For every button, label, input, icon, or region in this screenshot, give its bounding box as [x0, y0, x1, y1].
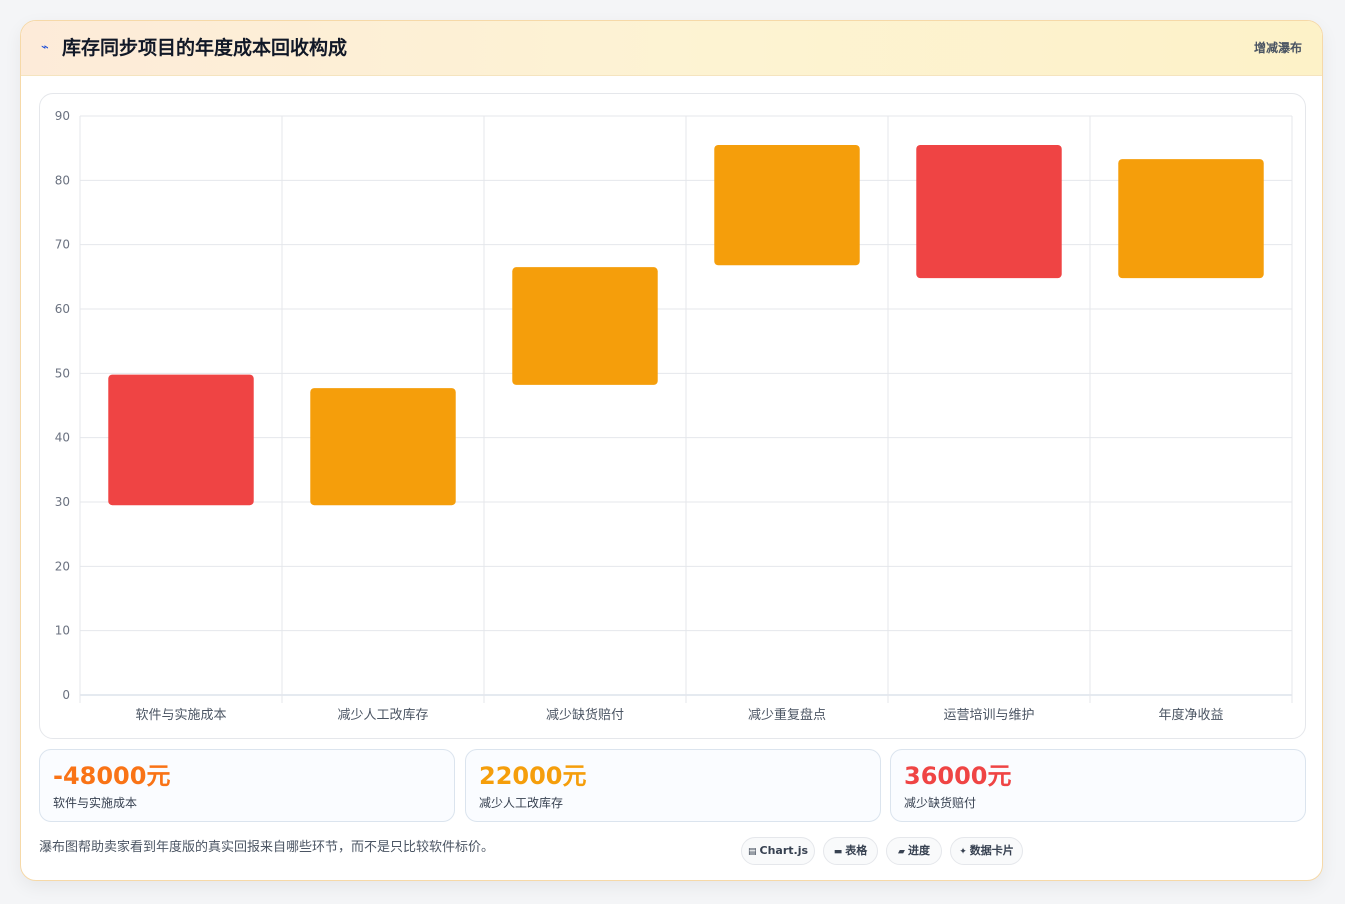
y-tick-label: 0 [62, 688, 70, 702]
chip-label: 进度 [907, 844, 930, 857]
sparkle-icon: ✦ [959, 847, 967, 857]
stat-label: 减少缺货赔付 [904, 796, 977, 810]
waterfall-bar [512, 267, 658, 385]
stat-value: 22000元 [479, 762, 587, 790]
chart-area: 0 10 20 30 40 50 60 70 80 90 软件与实施成本 减少人工改库存 减少缺货赔付 减… [39, 93, 1306, 739]
chip-progress[interactable]: ▰ 进度 [886, 837, 942, 865]
card-header: ⌁ 库存同步项目的年度成本回收构成 增减瀑布 [21, 21, 1322, 76]
stat-value: 36000元 [904, 762, 1012, 790]
progress-icon: ▰ [898, 847, 905, 857]
chart-type-tag: 增减瀑布 [1253, 41, 1302, 55]
table-icon: ▬ [833, 847, 843, 857]
footer-note: 瀑布图帮助卖家看到年度版的真实回报来自哪些环节，而不是只比较软件标价。 [39, 840, 495, 855]
x-tick-label: 运营培训与维护 [943, 707, 1034, 723]
chip-data-card[interactable]: ✦ 数据卡片 [950, 837, 1023, 865]
y-tick-label: 80 [55, 173, 70, 187]
y-tick-label: 10 [55, 624, 70, 638]
y-tick-label: 50 [55, 366, 70, 380]
y-tick-label: 20 [55, 559, 70, 573]
stat-label: 减少人工改库存 [479, 796, 564, 810]
lightning-icon: ⌁ [41, 40, 49, 55]
x-tick-label: 减少重复盘点 [748, 707, 826, 723]
stat-label: 软件与实施成本 [53, 796, 138, 810]
x-tick-label: 年度净收益 [1158, 707, 1223, 723]
stat-value: -48000元 [53, 762, 171, 790]
stat-card-2: 22000元 减少人工改库存 [465, 749, 881, 822]
y-tick-label: 40 [55, 431, 70, 445]
stat-card-3: 36000元 减少缺货赔付 [890, 749, 1306, 822]
chip-label: 数据卡片 [969, 844, 1014, 857]
chart-card: ⌁ 库存同步项目的年度成本回收构成 增减瀑布 0 10 20 30 40 50 60 70 80… [20, 20, 1323, 881]
x-tick-label: 减少人工改库存 [337, 707, 428, 723]
x-tick-label: 减少缺货赔付 [546, 707, 624, 723]
waterfall-bar [310, 388, 456, 506]
y-tick-label: 30 [55, 495, 70, 509]
waterfall-bar [916, 144, 1062, 279]
chip-label: 表格 [845, 844, 868, 857]
y-tick-label: 90 [55, 109, 70, 123]
y-tick-label: 60 [55, 302, 70, 316]
waterfall-bar [108, 374, 254, 506]
chart-icon: ▤ [747, 847, 757, 857]
waterfall-chart: 0 10 20 30 40 50 60 70 80 90 软件与实施成本 减少人工改库存 减少缺货赔付 减… [55, 109, 1293, 723]
stat-card-1: -48000元 软件与实施成本 [39, 749, 455, 822]
chip-label: Chart.js [759, 844, 809, 857]
waterfall-bar [1118, 159, 1264, 279]
y-tick-label: 70 [55, 238, 70, 252]
chip-table[interactable]: ▬ 表格 [823, 837, 878, 865]
chart-title: 库存同步项目的年度成本回收构成 [62, 37, 348, 59]
x-tick-label: 软件与实施成本 [135, 708, 226, 723]
chip-chartjs[interactable]: ▤ Chart.js [741, 837, 815, 865]
waterfall-bar [714, 144, 860, 266]
